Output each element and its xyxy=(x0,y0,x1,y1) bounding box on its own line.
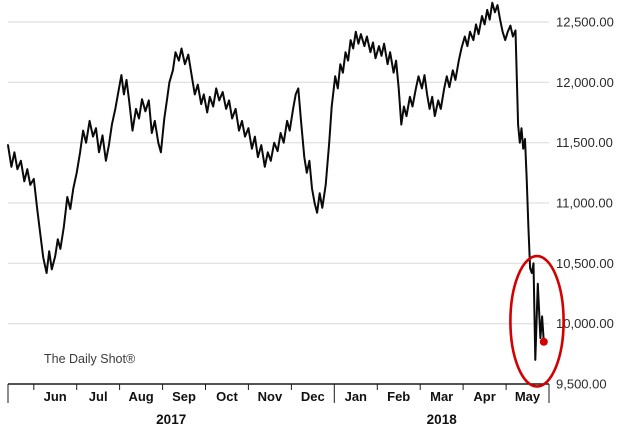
x-axis-month-label: Sep xyxy=(172,389,196,404)
y-axis-label: 10,000.00 xyxy=(556,316,614,331)
x-axis-month-label: Jan xyxy=(345,389,367,404)
highlight-ellipse xyxy=(509,254,565,388)
y-axis-label: 10,500.00 xyxy=(556,256,614,271)
x-axis: Jun Jul Aug Sep Oct Nov Dec Jan Feb Mar Apr May 2017… xyxy=(7,383,550,427)
y-axis-label: 12,500.00 xyxy=(556,15,614,30)
x-axis-month-label: Mar xyxy=(430,389,453,404)
price-line xyxy=(7,1,545,361)
y-axis-label: 9,500.00 xyxy=(556,377,607,392)
y-axis-label: 11,500.00 xyxy=(556,135,613,150)
y-axis-label: 12,000.00 xyxy=(556,75,614,90)
x-axis-month-label: Dec xyxy=(301,389,325,404)
x-axis-month-label: Nov xyxy=(258,389,283,404)
x-axis-month-label: Aug xyxy=(128,389,153,404)
x-axis-year-label: 2018 xyxy=(427,412,458,427)
x-axis-month-label: May xyxy=(515,389,541,404)
x-axis-month-label: Apr xyxy=(473,389,495,404)
highlight-annotation xyxy=(509,254,565,388)
x-axis-year-label: 2017 xyxy=(156,412,186,427)
y-axis: 9,500.00 10,000.00 10,500.00 11,000.00 11,50… xyxy=(556,15,614,392)
x-axis-month-label: Jul xyxy=(89,389,108,404)
gridlines xyxy=(8,21,549,325)
y-axis-label: 11,000.00 xyxy=(556,196,613,211)
watermark: The Daily Shot® xyxy=(44,352,136,366)
x-axis-month-label: Oct xyxy=(216,389,238,404)
latest-point-dot xyxy=(539,337,548,346)
x-axis-month-label: Feb xyxy=(387,389,410,404)
x-axis-month-label: Jun xyxy=(44,389,67,404)
